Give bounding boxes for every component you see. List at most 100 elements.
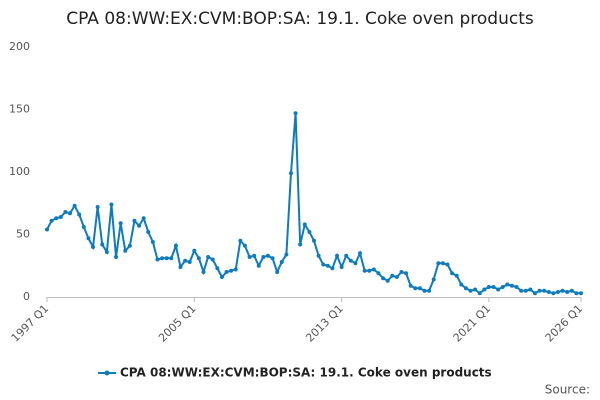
point (146, 230, 151, 234)
point (339, 265, 344, 269)
point (450, 271, 455, 276)
point (371, 267, 376, 272)
point (496, 287, 501, 292)
point (72, 203, 77, 208)
point (381, 276, 386, 281)
point (261, 255, 266, 259)
point (123, 248, 128, 253)
point (118, 221, 123, 226)
x-tick-label: 2021 Q1 (451, 302, 494, 345)
point (210, 257, 215, 262)
point (155, 257, 160, 262)
point (192, 248, 197, 253)
point (579, 291, 583, 296)
point (528, 287, 533, 292)
point (574, 291, 579, 296)
point (532, 291, 537, 296)
point (454, 273, 459, 278)
point (569, 288, 574, 293)
point (325, 263, 330, 268)
point (551, 291, 556, 296)
point (270, 256, 275, 261)
point (206, 255, 211, 259)
point (376, 271, 381, 276)
point (367, 268, 372, 273)
point (445, 262, 450, 267)
legend-marker (104, 370, 110, 376)
point (390, 273, 395, 278)
line (46, 113, 581, 295)
point (45, 227, 49, 232)
chart-title: CPA 08:WW:EX:CVM:BOP:SA: 19.1. Coke oven… (66, 9, 534, 29)
point (77, 212, 82, 217)
point (542, 288, 547, 293)
point (252, 253, 257, 258)
point (344, 253, 349, 258)
point (555, 290, 560, 294)
point (505, 282, 510, 287)
point (500, 285, 505, 289)
x-tick-label: 2013 Q1 (303, 302, 346, 345)
point (427, 288, 432, 293)
point (519, 288, 524, 293)
point (215, 266, 220, 271)
point (68, 211, 73, 216)
point (137, 223, 142, 228)
point (307, 230, 312, 234)
point (187, 260, 192, 264)
point (431, 277, 436, 282)
point (335, 253, 340, 258)
point (58, 215, 63, 219)
point (362, 268, 367, 273)
y-tick-label: 50 (16, 228, 30, 241)
point (422, 288, 427, 293)
point (399, 270, 404, 274)
point (173, 243, 178, 248)
point (238, 238, 243, 243)
point (114, 255, 119, 259)
point (348, 258, 353, 263)
x-tick-label: 2005 Q1 (156, 302, 199, 345)
point (233, 267, 238, 272)
point (169, 256, 174, 261)
point (183, 258, 188, 263)
point (463, 286, 468, 291)
x-tick-label: 1997 Q1 (9, 302, 52, 345)
point (565, 290, 570, 294)
point (509, 283, 514, 288)
point (385, 278, 390, 283)
point (312, 238, 316, 243)
point (86, 236, 91, 241)
point (293, 111, 298, 116)
point (436, 261, 441, 266)
point (160, 256, 165, 261)
point (104, 250, 109, 254)
point (537, 288, 542, 293)
point (473, 287, 478, 292)
point (196, 256, 201, 261)
point (417, 286, 422, 291)
point (321, 262, 326, 267)
point (95, 205, 100, 209)
y-tick-label: 0 (23, 290, 30, 303)
point (256, 263, 261, 268)
y-tick-label: 100 (9, 165, 30, 178)
point (394, 275, 399, 279)
point (54, 216, 59, 221)
point (100, 242, 105, 247)
point (201, 270, 206, 274)
point (408, 283, 413, 288)
point (127, 243, 132, 248)
point (523, 288, 528, 293)
point (358, 251, 363, 256)
point (91, 245, 96, 249)
point (224, 270, 229, 274)
point (242, 243, 247, 248)
point (63, 210, 68, 214)
point (49, 218, 54, 223)
point (132, 218, 137, 223)
point (491, 285, 496, 289)
point (150, 240, 155, 244)
point (265, 253, 270, 258)
point (247, 255, 252, 259)
